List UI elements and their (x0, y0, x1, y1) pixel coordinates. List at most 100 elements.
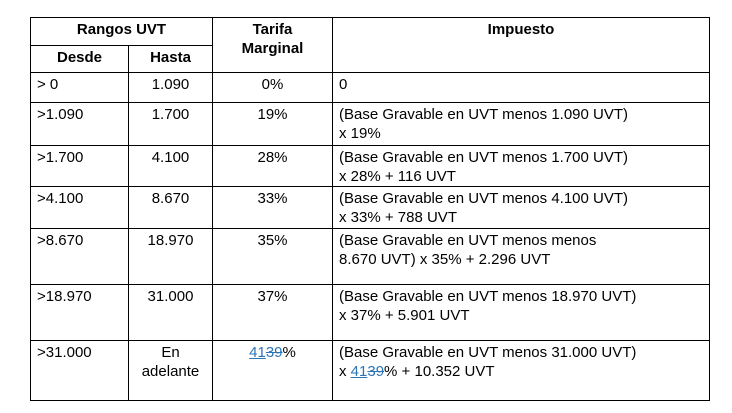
cell: En adelante (128, 340, 213, 401)
cell-text: adelante (141, 363, 200, 380)
row: >1.090 1.700 19% (Base Gravable en UVT meno… (30, 102, 710, 146)
cell-text: 35% (257, 232, 288, 249)
line: x 19% (339, 124, 703, 143)
line: 0 (339, 75, 703, 94)
cell: (Base Gravable en UVT menos menos 8.670 U… (332, 228, 710, 285)
cell: 35% (212, 228, 333, 285)
cell: (Base Gravable en UVT menos 4.100 UVT) x … (332, 186, 710, 229)
cell-text: 33% (257, 190, 288, 207)
header-cell: Desde (30, 45, 129, 73)
header-cell: Rangos UVT (30, 17, 213, 46)
row: >4.100 8.670 33% (Base Gravable en UVT meno… (30, 186, 710, 229)
header-text: Marginal (241, 40, 304, 57)
cell-text: (Base Gravable en UVT menos 1.700 UVT) (339, 149, 629, 166)
cell-text: En (161, 344, 180, 361)
cell: 4.100 (128, 145, 213, 187)
cell: >18.970 (30, 284, 129, 341)
cell: >31.000 (30, 340, 129, 401)
cell: 28% (212, 145, 333, 187)
cell-text: 4.100 (151, 149, 190, 166)
row: > 0 1.090 0% 0 (30, 72, 710, 103)
deleted-text: 39 (265, 344, 283, 361)
line: x 37% + 5.901 UVT (339, 306, 703, 325)
cell-text: 37% (257, 288, 288, 305)
cell-text: 31.000 (147, 288, 194, 305)
cell-text: x (339, 363, 351, 380)
header-text: Impuesto (487, 21, 555, 38)
header-text: Rangos UVT (76, 21, 167, 38)
cell: (Base Gravable en UVT menos 18.970 UVT) x… (332, 284, 710, 341)
cell-text: >1.700 (37, 149, 84, 166)
line: x 28% + 116 UVT (339, 167, 703, 186)
line: x 4139% + 10.352 UVT (339, 362, 703, 381)
row: >18.970 31.000 37% (Base Gravable en UVT me… (30, 284, 710, 341)
cell-text: >1.090 (37, 106, 84, 123)
header-cell: Tarifa Marginal (212, 17, 333, 73)
cell: 19% (212, 102, 333, 146)
cell-text: 19% (257, 106, 288, 123)
cell: >4.100 (30, 186, 129, 229)
header-text: Hasta (150, 49, 191, 66)
cell-text: x 33% + 788 UVT (339, 209, 457, 226)
cell: 18.970 (128, 228, 213, 285)
header-cell: Hasta (128, 45, 213, 73)
line: (Base Gravable en UVT menos 1.090 UVT) (339, 105, 703, 124)
cell-text: % + 10.352 UVT (384, 363, 495, 380)
cell-text: >4.100 (37, 190, 84, 207)
line: (Base Gravable en UVT menos 18.970 UVT) (339, 287, 703, 306)
cell-text: 0% (261, 76, 284, 93)
cell-text: (Base Gravable en UVT menos 31.000 UVT) (339, 344, 637, 361)
cell-text: 0 (339, 76, 348, 93)
tax-table: Rangos UVT Tarifa Marginal Impuesto Desde… (30, 17, 710, 401)
cell: 37% (212, 284, 333, 341)
header-cell: Impuesto (332, 17, 710, 73)
deleted-text: 39 (367, 363, 385, 380)
line: x 33% + 788 UVT (339, 208, 703, 227)
row: >31.000 En adelante 4139% (Base Gravable en … (30, 340, 710, 401)
cell: 0% (212, 72, 333, 103)
cell: 8.670 (128, 186, 213, 229)
cell: 31.000 (128, 284, 213, 341)
cell: 1.700 (128, 102, 213, 146)
cell-text: x 37% + 5.901 UVT (339, 307, 470, 324)
cell: (Base Gravable en UVT menos 1.090 UVT) x … (332, 102, 710, 146)
cell-text: 18.970 (147, 232, 194, 249)
row: >1.700 4.100 28% (Base Gravable en UVT meno… (30, 145, 710, 187)
cell-text: x 28% + 116 UVT (339, 168, 456, 185)
cell: >1.700 (30, 145, 129, 187)
cell-text: x 19% (339, 125, 381, 142)
cell: > 0 (30, 72, 129, 103)
cell-text: > 0 (37, 76, 59, 93)
cell: (Base Gravable en UVT menos 31.000 UVT) x… (332, 340, 710, 401)
line: (Base Gravable en UVT menos 4.100 UVT) (339, 189, 703, 208)
cell-text: 8.670 UVT) x 35% + 2.296 UVT (339, 251, 551, 268)
cell-text: (Base Gravable en UVT menos 18.970 UVT) (339, 288, 637, 305)
cell: 0 (332, 72, 710, 103)
row: >8.670 18.970 35% (Base Gravable en UVT men… (30, 228, 710, 285)
inserted-text: 41 (249, 344, 266, 361)
cell-text: % (282, 344, 296, 361)
cell-text: >31.000 (37, 344, 92, 361)
cell-text: >18.970 (37, 288, 92, 305)
cell-text: >8.670 (37, 232, 84, 249)
header-text: Tarifa (252, 21, 293, 38)
line: (Base Gravable en UVT menos 31.000 UVT) (339, 343, 703, 362)
cell-text: (Base Gravable en UVT menos 4.100 UVT) (339, 190, 629, 207)
cell-text: 8.670 (151, 190, 190, 207)
cell-text: 28% (257, 149, 288, 166)
header-text: Desde (56, 49, 103, 66)
line: (Base Gravable en UVT menos 1.700 UVT) (339, 148, 703, 167)
cell-text: 1.700 (151, 106, 190, 123)
line: 8.670 UVT) x 35% + 2.296 UVT (339, 250, 703, 269)
cell-text: 1.090 (151, 76, 190, 93)
cell: 1.090 (128, 72, 213, 103)
cell: (Base Gravable en UVT menos 1.700 UVT) x … (332, 145, 710, 187)
cell-text: (Base Gravable en UVT menos menos (339, 232, 597, 249)
inserted-text: 41 (350, 363, 368, 380)
cell: >8.670 (30, 228, 129, 285)
cell-text: (Base Gravable en UVT menos 1.090 UVT) (339, 106, 629, 123)
cell: 33% (212, 186, 333, 229)
line: (Base Gravable en UVT menos menos (339, 231, 703, 250)
cell: 4139% (212, 340, 333, 401)
